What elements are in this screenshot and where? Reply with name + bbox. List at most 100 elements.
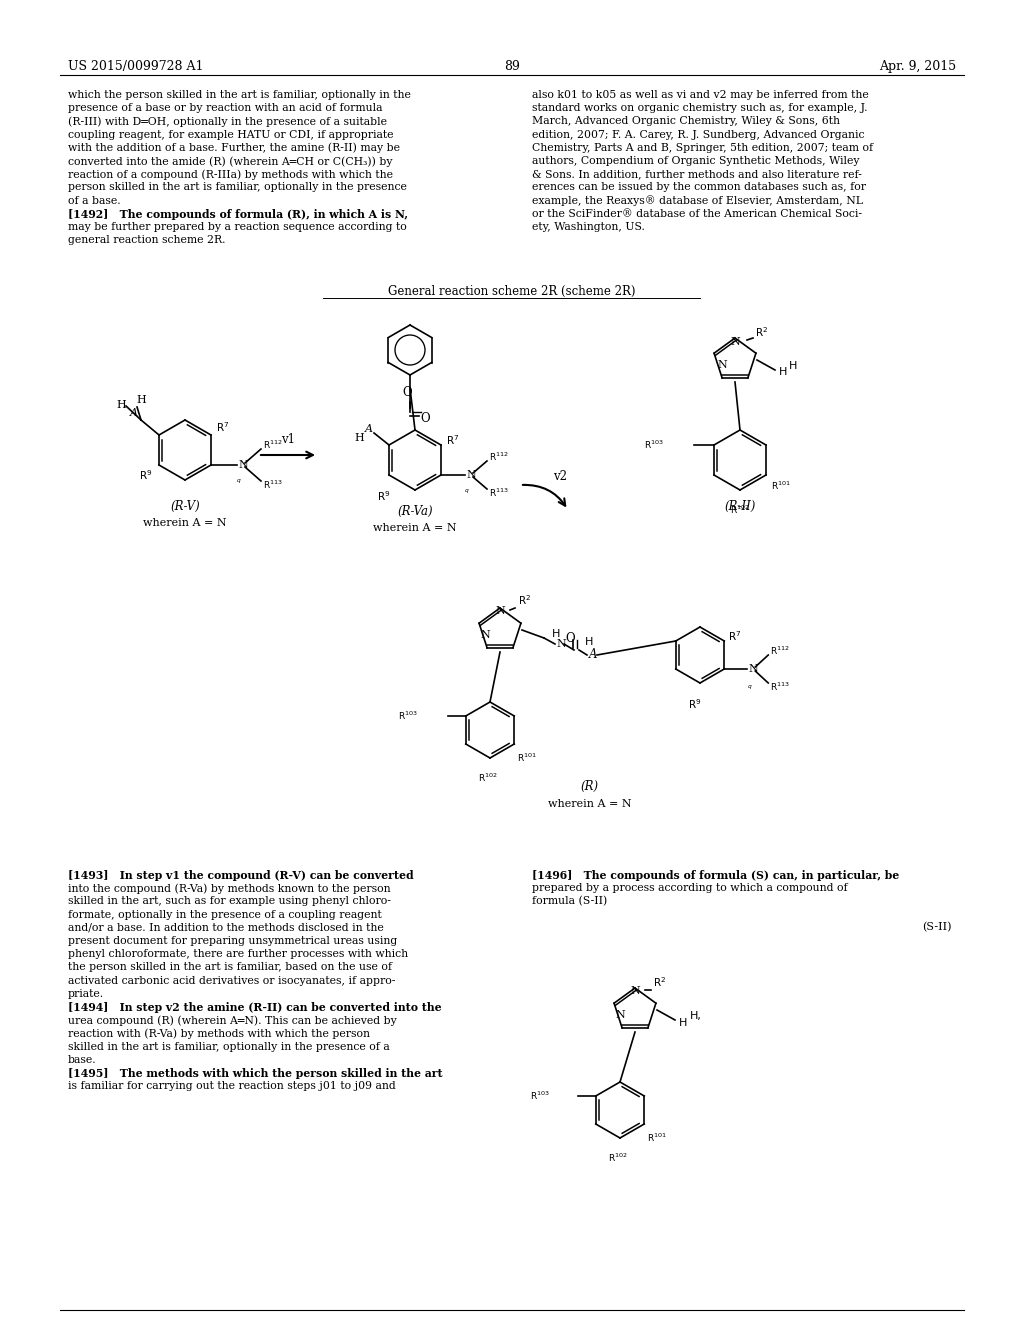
Text: (R-II): (R-II): [724, 500, 756, 513]
Text: R$^2$: R$^2$: [755, 325, 768, 339]
Text: reaction with (R-Va) by methods with which the person: reaction with (R-Va) by methods with whi…: [68, 1028, 370, 1039]
Text: prepared by a process according to which a compound of: prepared by a process according to which…: [532, 883, 848, 894]
Text: authors, Compendium of Organic Synthetic Methods, Wiley: authors, Compendium of Organic Synthetic…: [532, 156, 859, 166]
Text: edition, 2007; F. A. Carey, R. J. Sundberg, Advanced Organic: edition, 2007; F. A. Carey, R. J. Sundbe…: [532, 129, 864, 140]
Text: H: H: [779, 367, 787, 378]
Text: v2: v2: [553, 470, 567, 483]
Text: R$^2$: R$^2$: [653, 975, 667, 989]
Text: Chemistry, Parts A and B, Springer, 5th edition, 2007; team of: Chemistry, Parts A and B, Springer, 5th …: [532, 143, 873, 153]
Text: R$^9$: R$^9$: [139, 469, 153, 482]
Text: N: N: [466, 470, 476, 480]
Text: O: O: [402, 385, 412, 399]
Text: N: N: [717, 360, 727, 370]
Text: R$^{113}$: R$^{113}$: [263, 479, 283, 491]
Text: H: H: [354, 433, 364, 444]
Text: present document for preparing unsymmetrical ureas using: present document for preparing unsymmetr…: [68, 936, 397, 946]
Text: R$^{102}$: R$^{102}$: [478, 772, 498, 784]
Text: R$^2$: R$^2$: [518, 593, 531, 607]
Text: R$^{103}$: R$^{103}$: [644, 438, 664, 451]
Text: or the SciFinder® database of the American Chemical Soci-: or the SciFinder® database of the Americ…: [532, 209, 862, 219]
Text: wherein A = N: wherein A = N: [373, 523, 457, 533]
Text: R$^{101}$: R$^{101}$: [771, 480, 791, 492]
Text: Apr. 9, 2015: Apr. 9, 2015: [879, 59, 956, 73]
Text: R$^{112}$: R$^{112}$: [770, 644, 790, 657]
Text: [1492]   The compounds of formula (R), in which A is N,: [1492] The compounds of formula (R), in …: [68, 209, 408, 220]
Text: R$^{112}$: R$^{112}$: [489, 451, 509, 463]
Text: $_q$: $_q$: [464, 487, 470, 496]
Text: wherein A = N: wherein A = N: [548, 799, 632, 809]
Text: with the addition of a base. Further, the amine (R-II) may be: with the addition of a base. Further, th…: [68, 143, 400, 153]
Text: base.: base.: [68, 1055, 96, 1065]
Text: N: N: [615, 1010, 625, 1020]
Text: R$^{101}$: R$^{101}$: [647, 1133, 667, 1144]
Text: (R-III) with D═OH, optionally in the presence of a suitable: (R-III) with D═OH, optionally in the pre…: [68, 116, 387, 127]
Text: & Sons. In addition, further methods and also literature ref-: & Sons. In addition, further methods and…: [532, 169, 862, 180]
Text: N: N: [749, 664, 758, 675]
Text: priate.: priate.: [68, 989, 104, 999]
Text: H: H: [790, 360, 798, 371]
Text: ety, Washington, US.: ety, Washington, US.: [532, 222, 645, 232]
Text: N: N: [556, 639, 565, 649]
Text: of a base.: of a base.: [68, 195, 121, 206]
Text: H: H: [136, 395, 145, 405]
Text: wherein A = N: wherein A = N: [143, 517, 226, 528]
Text: R$^{113}$: R$^{113}$: [770, 681, 791, 693]
Text: into the compound (R-Va) by methods known to the person: into the compound (R-Va) by methods know…: [68, 883, 390, 894]
Text: formula (S-II): formula (S-II): [532, 896, 607, 907]
Text: N: N: [495, 606, 505, 616]
Text: urea compound (R) (wherein A═N). This can be achieved by: urea compound (R) (wherein A═N). This ca…: [68, 1015, 396, 1026]
Text: [1495]   The methods with which the person skilled in the art: [1495] The methods with which the person…: [68, 1068, 442, 1078]
Text: R$^{102}$: R$^{102}$: [730, 504, 750, 516]
Text: R$^{112}$: R$^{112}$: [263, 438, 283, 451]
Text: O: O: [420, 412, 430, 425]
Text: A: A: [130, 408, 138, 418]
Text: R$^9$: R$^9$: [377, 488, 391, 503]
Text: reaction of a compound (R-IIIa) by methods with which the: reaction of a compound (R-IIIa) by metho…: [68, 169, 393, 180]
Text: $_q$: $_q$: [236, 477, 242, 486]
Text: R$^9$: R$^9$: [688, 697, 701, 710]
Text: coupling reagent, for example HATU or CDI, if appropriate: coupling reagent, for example HATU or CD…: [68, 129, 393, 140]
Text: N: N: [238, 459, 248, 470]
Text: R$^{103}$: R$^{103}$: [529, 1090, 550, 1102]
Text: [1494]   In step v2 the amine (R-II) can be converted into the: [1494] In step v2 the amine (R-II) can b…: [68, 1002, 441, 1012]
Text: N: N: [730, 337, 739, 347]
Text: (R-V): (R-V): [170, 500, 200, 513]
Text: N: N: [630, 986, 640, 997]
Text: also k01 to k05 as well as vi and v2 may be inferred from the: also k01 to k05 as well as vi and v2 may…: [532, 90, 868, 100]
Text: erences can be issued by the common databases such as, for: erences can be issued by the common data…: [532, 182, 866, 193]
Text: A: A: [365, 424, 373, 434]
Text: is familiar for carrying out the reaction steps j01 to j09 and: is familiar for carrying out the reactio…: [68, 1081, 395, 1092]
Text: N: N: [480, 630, 489, 640]
Text: (R-Va): (R-Va): [397, 506, 433, 517]
Text: presence of a base or by reaction with an acid of formula: presence of a base or by reaction with a…: [68, 103, 383, 114]
Text: skilled in the art is familiar, optionally in the presence of a: skilled in the art is familiar, optional…: [68, 1041, 390, 1052]
Text: [1496]   The compounds of formula (S) can, in particular, be: [1496] The compounds of formula (S) can,…: [532, 870, 899, 880]
Text: US 2015/0099728 A1: US 2015/0099728 A1: [68, 59, 204, 73]
Text: skilled in the art, such as for example using phenyl chloro-: skilled in the art, such as for example …: [68, 896, 391, 907]
Text: O: O: [565, 631, 574, 644]
Text: formate, optionally in the presence of a coupling reagent: formate, optionally in the presence of a…: [68, 909, 382, 920]
Text: A: A: [589, 648, 597, 661]
Text: R$^7$: R$^7$: [728, 630, 741, 643]
Text: person skilled in the art is familiar, optionally in the presence: person skilled in the art is familiar, o…: [68, 182, 407, 193]
Text: which the person skilled in the art is familiar, optionally in the: which the person skilled in the art is f…: [68, 90, 411, 100]
Text: example, the Reaxys® database of Elsevier, Amsterdam, NL: example, the Reaxys® database of Elsevie…: [532, 195, 863, 206]
Text: activated carbonic acid derivatives or isocyanates, if appro-: activated carbonic acid derivatives or i…: [68, 975, 395, 986]
Text: R$^{101}$: R$^{101}$: [517, 752, 538, 764]
Text: R$^7$: R$^7$: [446, 433, 460, 447]
Text: (S-II): (S-II): [923, 921, 952, 932]
Text: may be further prepared by a reaction sequence according to: may be further prepared by a reaction se…: [68, 222, 407, 232]
Text: H: H: [679, 1018, 687, 1028]
Text: $_q$: $_q$: [748, 682, 753, 692]
Text: H: H: [552, 630, 560, 639]
Text: March, Advanced Organic Chemistry, Wiley & Sons, 6th: March, Advanced Organic Chemistry, Wiley…: [532, 116, 840, 127]
Text: General reaction scheme 2R (scheme 2R): General reaction scheme 2R (scheme 2R): [388, 285, 636, 298]
Text: H: H: [116, 400, 126, 411]
Text: converted into the amide (R) (wherein A═CH or C(CH₃)) by: converted into the amide (R) (wherein A═…: [68, 156, 392, 166]
Text: R$^{113}$: R$^{113}$: [489, 487, 509, 499]
Text: standard works on organic chemistry such as, for example, J.: standard works on organic chemistry such…: [532, 103, 867, 114]
Text: R$^{103}$: R$^{103}$: [398, 710, 418, 722]
Text: R$^7$: R$^7$: [216, 420, 229, 434]
Text: H,: H,: [690, 1011, 701, 1020]
Text: (R): (R): [581, 780, 599, 793]
